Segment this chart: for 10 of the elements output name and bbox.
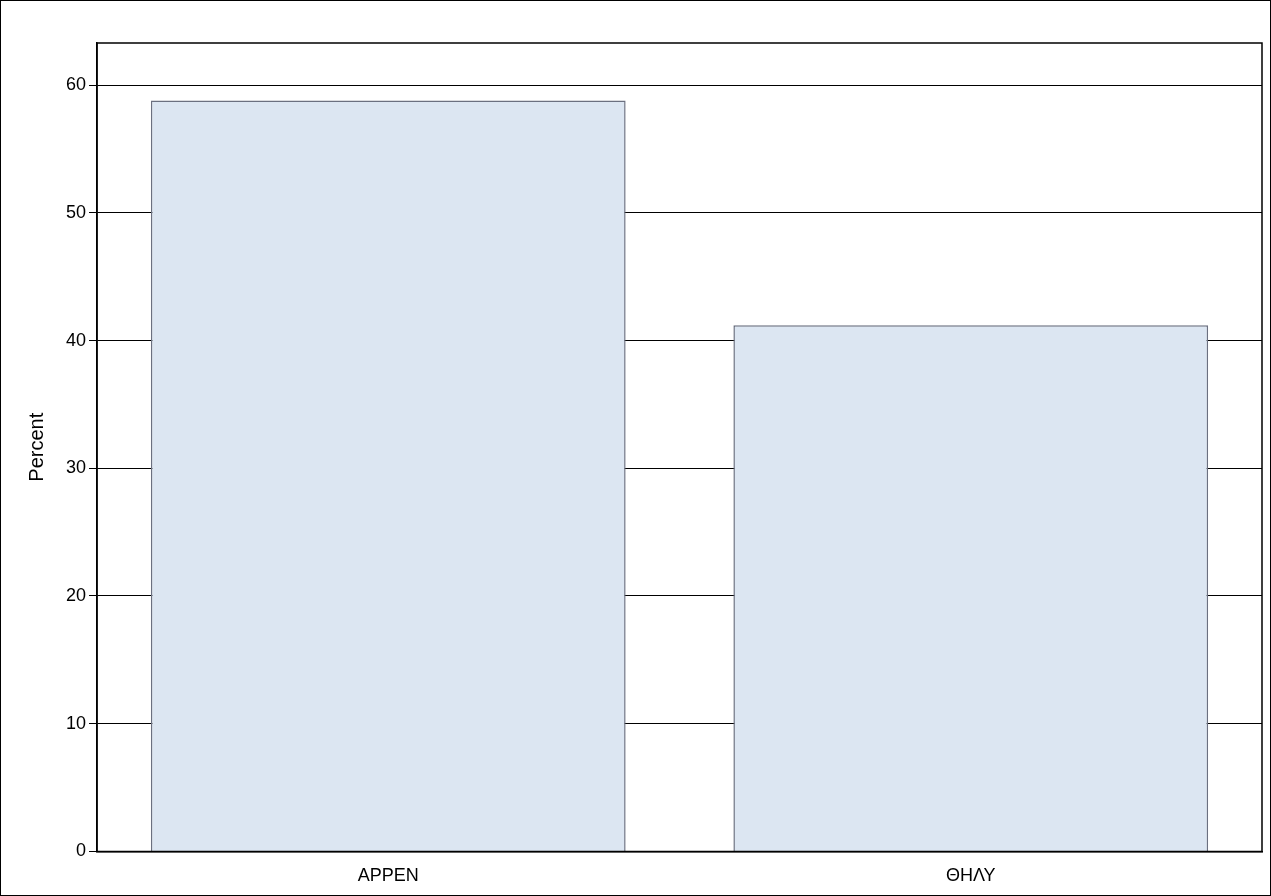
x-tick-label: ΘΗΛΥ: [945, 865, 996, 886]
y-tick-label: 30: [65, 457, 87, 478]
y-tick-label: 0: [76, 840, 87, 861]
y-axis-title: Percent: [24, 412, 47, 482]
y-tick-label: 10: [65, 712, 87, 733]
x-tick-label: ΑΡΡΕΝ: [357, 865, 419, 886]
y-tick-label: 50: [65, 201, 87, 222]
y-tick-label: 60: [65, 74, 87, 95]
y-tick-label: 40: [65, 329, 87, 350]
y-tick-label: 20: [65, 584, 87, 605]
